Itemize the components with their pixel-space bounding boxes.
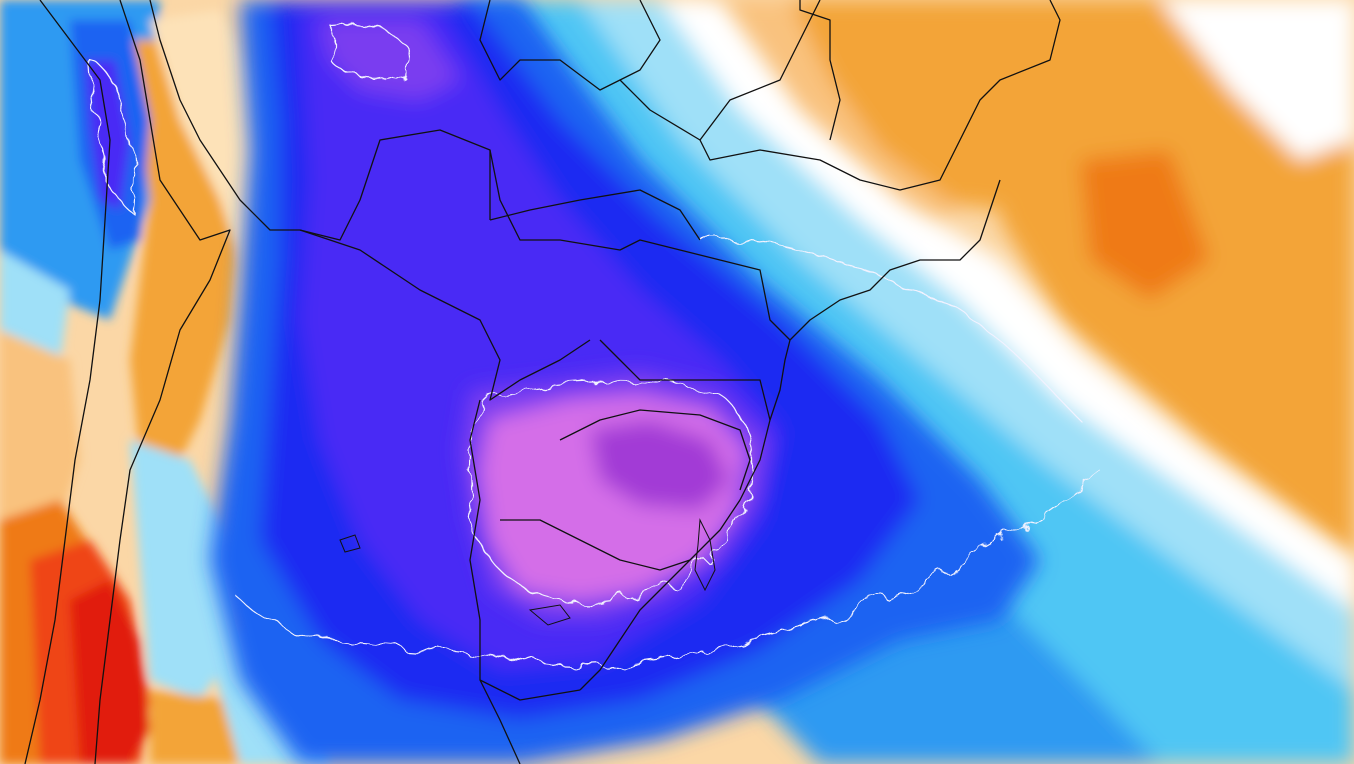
- political-borders: [24, 0, 1061, 764]
- border-minas: [799, 0, 841, 141]
- contour-east: [699, 237, 1081, 421]
- border-rs-south: [559, 409, 751, 491]
- contour-lines: [89, 23, 1101, 666]
- andes-light-strip: [150, 10, 270, 260]
- border-argentina-inner: [469, 399, 581, 701]
- border-brazil-mid: [489, 149, 791, 341]
- warm-anomaly-region-east: [700, 0, 1354, 560]
- pacific-red: [70, 580, 150, 764]
- border-brazil-inner: [489, 189, 701, 241]
- border-brazil-states: [699, 0, 1061, 191]
- border-plata: [479, 679, 521, 764]
- warm-core-east: [1080, 150, 1210, 300]
- border-uruguay: [500, 519, 691, 571]
- warm-brazil-north: [780, 0, 1080, 210]
- cyan-band: [500, 0, 1354, 764]
- border-se-coast: [579, 179, 1001, 691]
- contour-outer: [239, 469, 1101, 666]
- pacific-orange: [0, 330, 80, 540]
- cold-air-mass: [210, 0, 1040, 764]
- lake-east: [339, 534, 361, 553]
- border-chile-coast: [24, 0, 111, 764]
- pacific-pale: [0, 250, 70, 360]
- andes-violet-strip: [85, 60, 130, 210]
- white-front-band: [640, 0, 1354, 620]
- andes-region: [0, 0, 330, 764]
- border-andes: [94, 0, 231, 764]
- water-bodies: [339, 518, 716, 626]
- contour-core: [469, 381, 754, 604]
- border-rs-state: [599, 339, 771, 421]
- border-goias: [619, 0, 661, 81]
- violet-north: [320, 20, 460, 100]
- lake-south: [528, 604, 571, 626]
- lagoa-dos-patos: [694, 518, 716, 592]
- deep-magenta-core: [590, 420, 730, 510]
- warm-core-east-2: [1240, 260, 1354, 520]
- contour-north: [329, 23, 413, 83]
- contour-andes: [89, 59, 134, 211]
- light-cyan-band: [560, 0, 1354, 700]
- pale-warm-brazil: [700, 0, 960, 240]
- white-east-band: [1160, 0, 1354, 160]
- border-paraguay: [299, 229, 591, 401]
